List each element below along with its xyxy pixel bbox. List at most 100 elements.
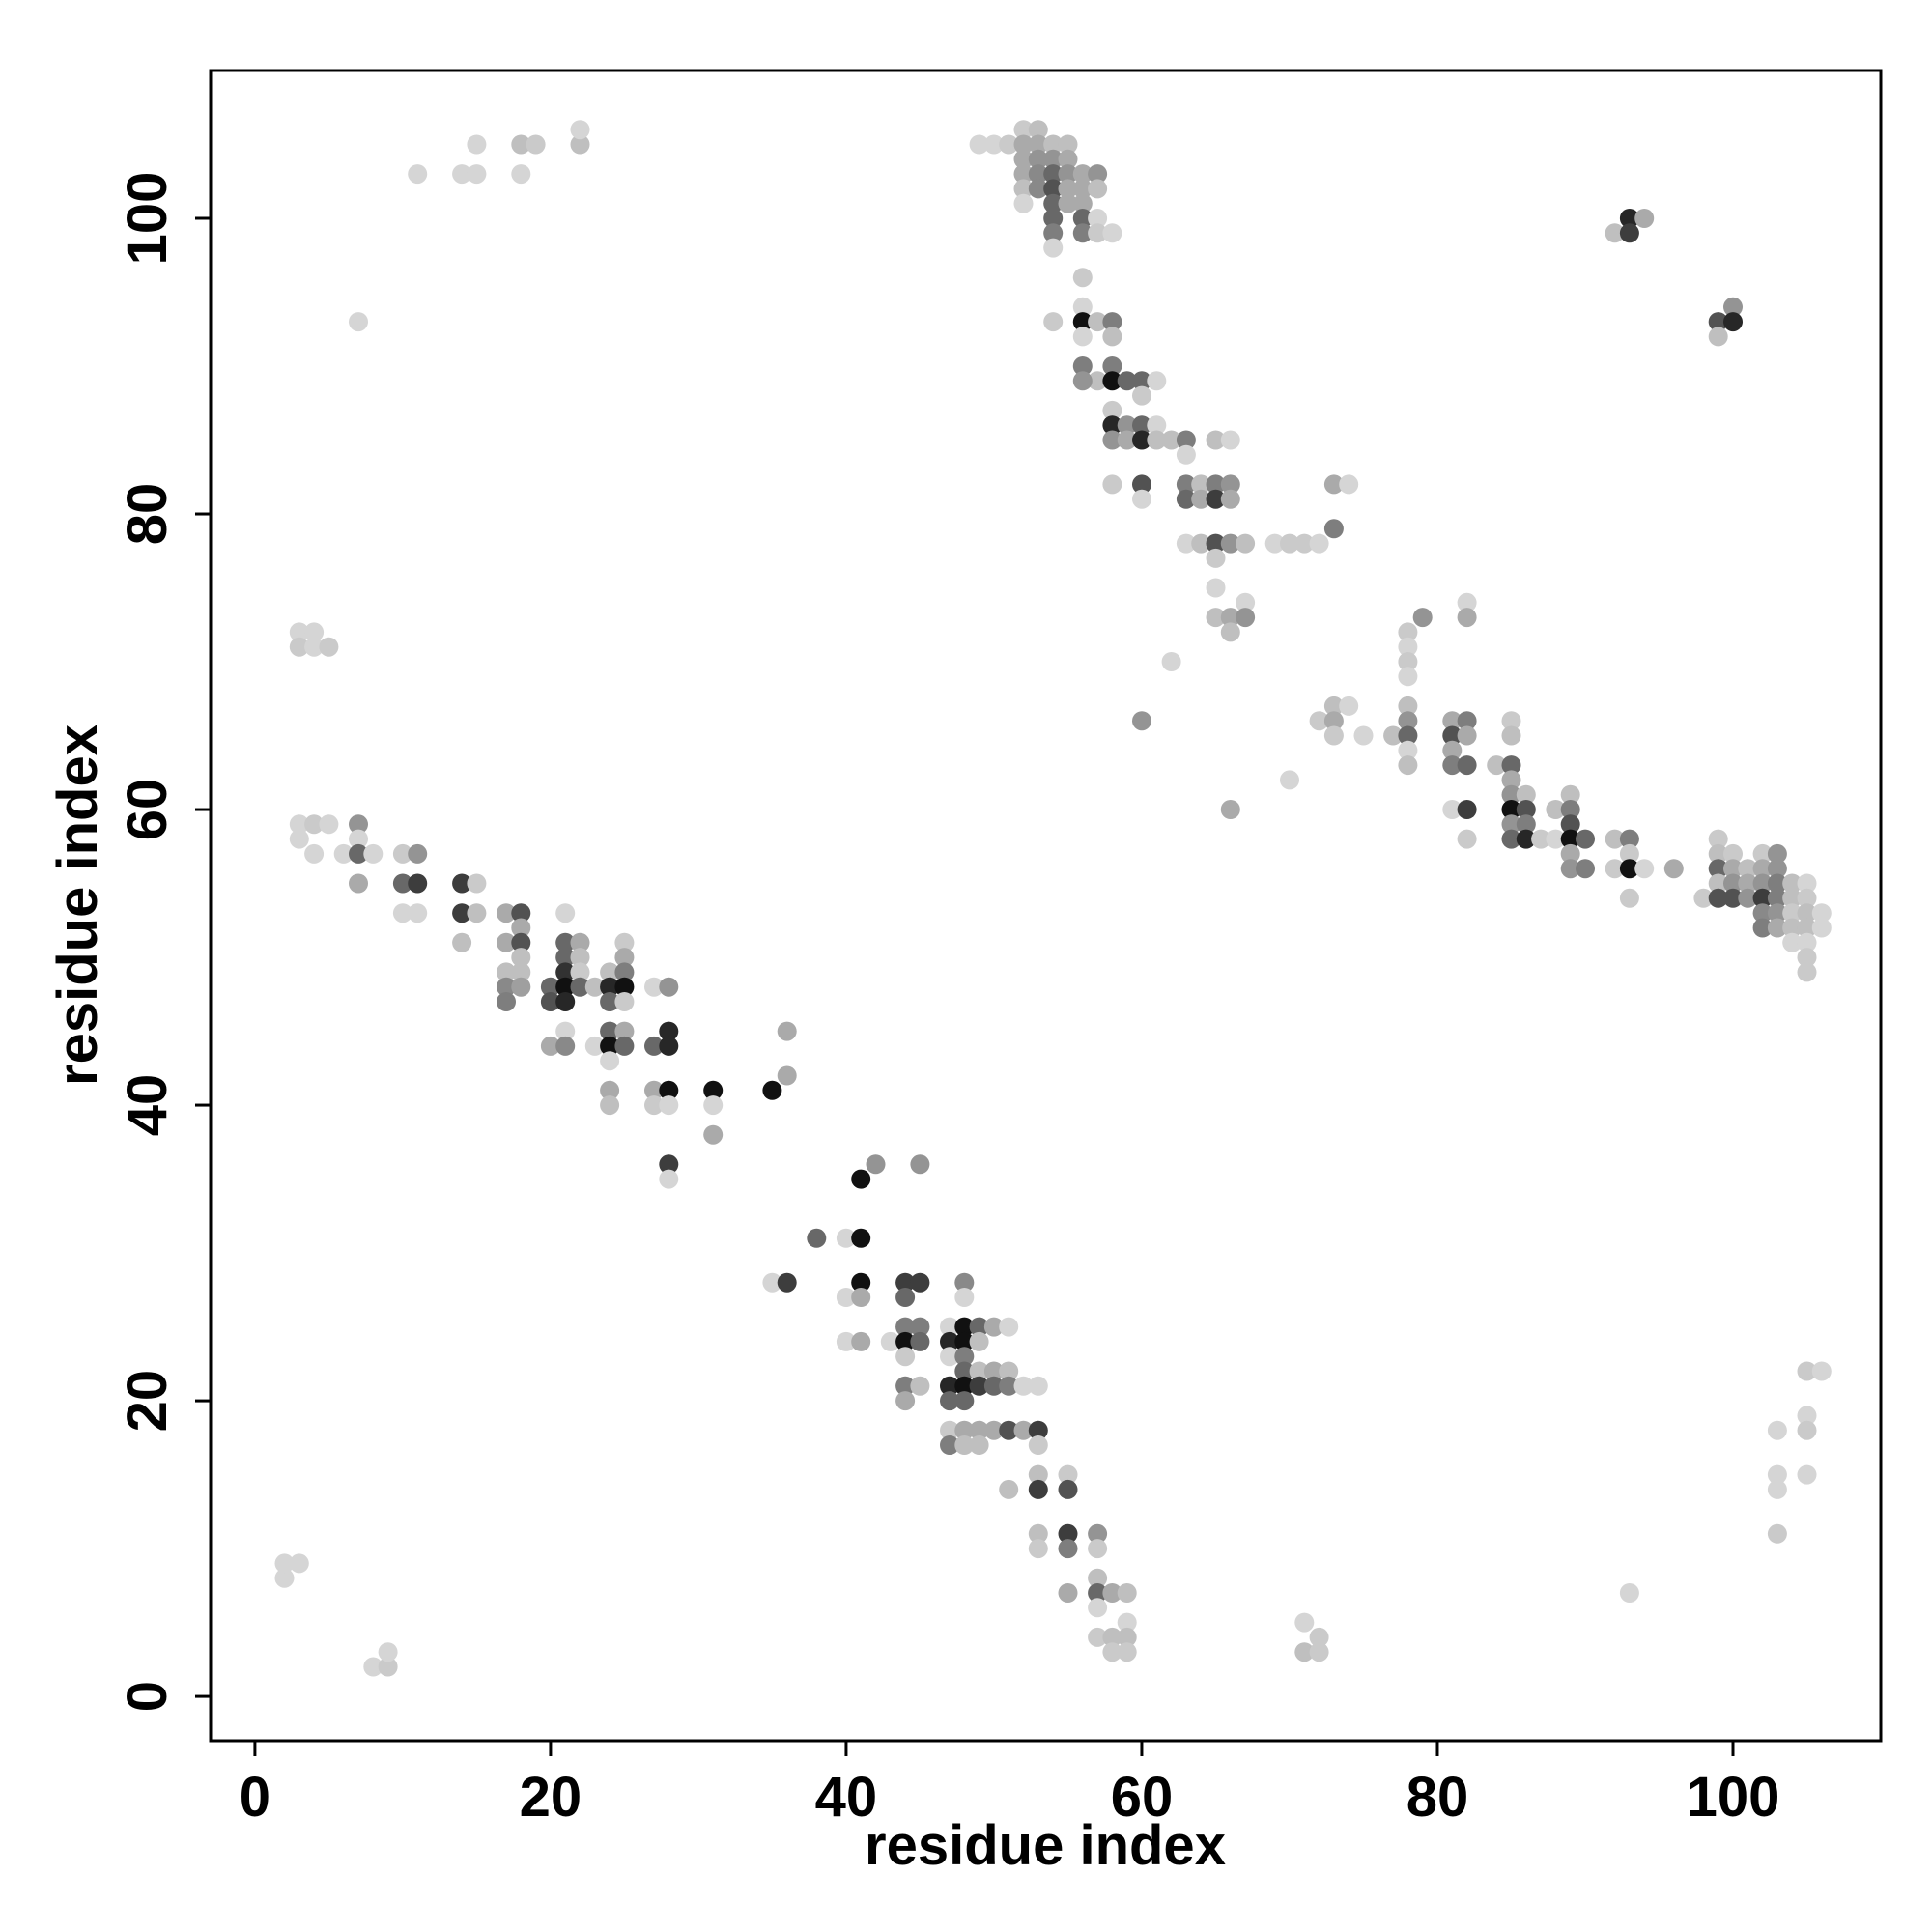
data-point [1206, 548, 1226, 568]
data-point [703, 1124, 724, 1145]
data-point [1693, 888, 1714, 908]
data-point [1072, 327, 1093, 347]
data-point [1546, 800, 1566, 819]
data-point [1013, 1420, 1034, 1440]
data-point [1072, 371, 1093, 391]
data-point [1058, 134, 1078, 155]
data-point [777, 1272, 797, 1293]
data-point [584, 977, 605, 997]
data-point [1619, 209, 1639, 228]
x-tick-label: 100 [1687, 1766, 1780, 1829]
data-point [954, 1376, 975, 1396]
data-point [1072, 179, 1093, 199]
data-point [1088, 1539, 1108, 1559]
data-point [1723, 888, 1743, 908]
data-point [1501, 755, 1521, 776]
data-point [1457, 829, 1477, 849]
data-point [1797, 918, 1817, 938]
data-point [570, 948, 590, 968]
data-point [895, 1347, 916, 1367]
data-point [1102, 356, 1122, 376]
data-point [1043, 134, 1064, 155]
data-point [1013, 193, 1034, 213]
data-point [777, 1065, 797, 1086]
data-point [910, 1331, 930, 1351]
data-point [1323, 725, 1344, 746]
data-point [1752, 843, 1773, 864]
data-point [1013, 149, 1034, 169]
data-point [1102, 415, 1122, 436]
data-point [1531, 829, 1551, 849]
data-point [1516, 829, 1536, 849]
data-point [540, 1036, 560, 1056]
x-tick-label: 20 [520, 1766, 582, 1829]
data-point [1088, 1523, 1108, 1544]
data-point [1102, 1627, 1122, 1647]
data-point [940, 1376, 959, 1396]
data-point [378, 1642, 398, 1662]
data-point [600, 962, 620, 982]
data-point [1206, 489, 1226, 509]
data-point [969, 1331, 989, 1351]
data-point [1797, 903, 1817, 923]
y-tick-label: 0 [116, 1681, 179, 1712]
data-point [1206, 578, 1226, 598]
data-point [1088, 1598, 1108, 1618]
data-point [1442, 725, 1463, 746]
data-point [1058, 1464, 1078, 1485]
data-point [895, 1376, 916, 1396]
data-point [497, 962, 516, 982]
data-point [614, 948, 635, 968]
data-point [1782, 918, 1803, 938]
data-point [644, 1095, 664, 1116]
data-point [1220, 608, 1240, 628]
data-point [1117, 371, 1137, 391]
data-point [1797, 1464, 1817, 1485]
data-point [1501, 770, 1521, 790]
data-point [1323, 519, 1344, 539]
data-point [289, 622, 309, 642]
data-point [289, 814, 309, 835]
data-point [1309, 1627, 1329, 1647]
data-point [1442, 800, 1463, 819]
data-point [703, 1095, 724, 1116]
data-point [1088, 179, 1108, 199]
data-point [614, 977, 635, 997]
data-point [1043, 193, 1064, 213]
data-point [1723, 312, 1743, 332]
data-point [1264, 533, 1285, 554]
data-point [851, 1331, 871, 1351]
data-point [1619, 223, 1639, 243]
data-point [1323, 696, 1344, 716]
data-point [969, 1317, 989, 1337]
data-point [954, 1435, 975, 1455]
data-point [1752, 918, 1773, 938]
data-point [600, 1036, 620, 1056]
data-point [1117, 430, 1137, 450]
data-point [983, 134, 1004, 155]
data-point [777, 1021, 797, 1041]
data-point [555, 1021, 576, 1041]
data-point [659, 1095, 679, 1116]
data-point [1782, 888, 1803, 908]
y-tick-label: 100 [116, 172, 179, 266]
data-point [895, 1331, 916, 1351]
data-point [570, 977, 590, 997]
data-point [1220, 533, 1240, 554]
data-point [1619, 843, 1639, 864]
data-point [1147, 371, 1167, 391]
data-point [969, 134, 989, 155]
data-point [600, 977, 620, 997]
data-point [1752, 873, 1773, 894]
data-point [392, 843, 412, 864]
data-point [1457, 711, 1477, 731]
data-point [497, 932, 516, 952]
data-point [1516, 814, 1536, 835]
data-point [1309, 1642, 1329, 1662]
data-point [1206, 474, 1226, 495]
data-point [1605, 223, 1625, 243]
data-point [659, 1154, 679, 1175]
data-point [570, 120, 590, 140]
data-point [1309, 711, 1329, 731]
